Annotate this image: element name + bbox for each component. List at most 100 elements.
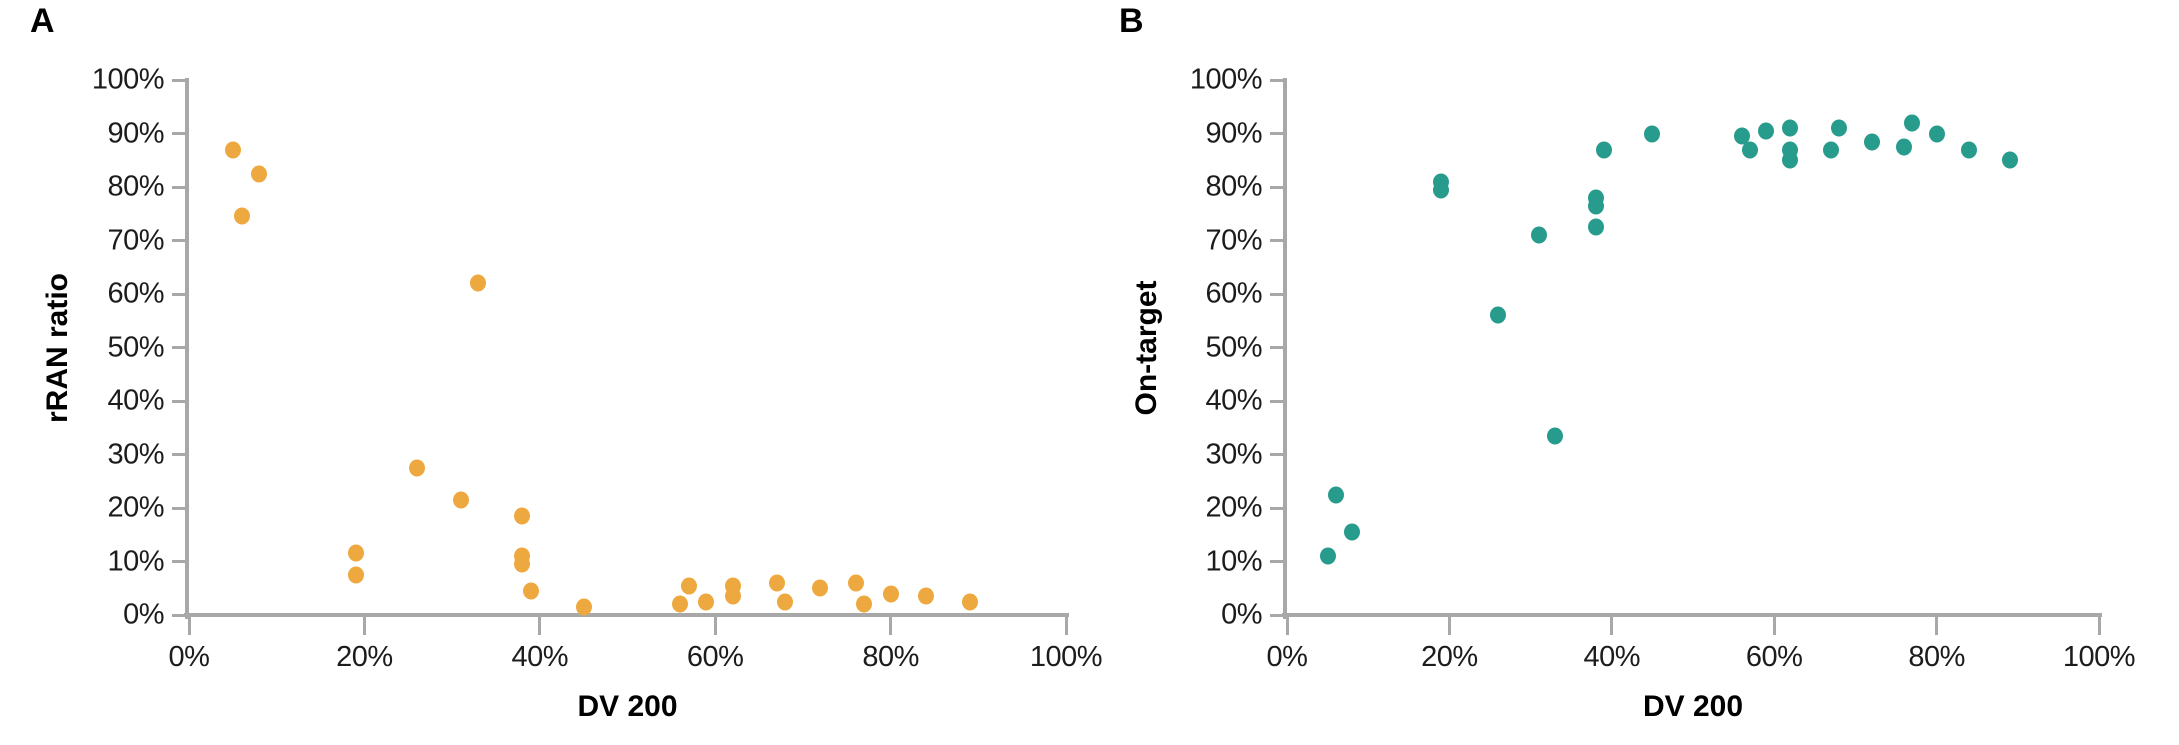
data-point bbox=[847, 574, 864, 592]
data-point bbox=[768, 574, 785, 592]
data-point bbox=[347, 566, 364, 584]
y-axis-tick bbox=[172, 132, 186, 135]
panel-b-x-axis-title: DV 200 bbox=[1642, 690, 1744, 723]
data-point bbox=[523, 582, 540, 600]
x-tick-label: 40% bbox=[1583, 641, 1641, 673]
x-tick-label: 100% bbox=[1029, 641, 1103, 673]
y-axis-line bbox=[1283, 78, 1287, 619]
data-point bbox=[1733, 127, 1750, 145]
x-axis-tick bbox=[1935, 613, 1939, 635]
data-point bbox=[777, 593, 794, 611]
data-point bbox=[224, 141, 241, 159]
x-axis-line bbox=[184, 613, 1069, 617]
y-axis-tick bbox=[1270, 292, 1284, 296]
x-tick-label: 20% bbox=[1421, 641, 1478, 673]
x-tick-label: 60% bbox=[686, 641, 744, 673]
x-tick-label: 80% bbox=[862, 641, 919, 673]
y-axis-tick bbox=[172, 560, 186, 563]
data-point bbox=[1782, 151, 1799, 169]
y-axis-tick bbox=[172, 399, 186, 403]
y-tick-label: 40% bbox=[1205, 384, 1262, 417]
y-axis-tick bbox=[1270, 239, 1284, 242]
y-axis-tick bbox=[1270, 613, 1284, 617]
y-tick-label: 60% bbox=[107, 277, 164, 310]
y-axis-tick bbox=[1270, 506, 1284, 510]
x-axis-tick bbox=[538, 613, 542, 635]
data-point bbox=[1587, 218, 1604, 236]
x-axis-tick bbox=[889, 613, 893, 635]
x-axis-line bbox=[1282, 613, 2102, 617]
panel-a-letter: A bbox=[30, 2, 55, 40]
panel-a-y-axis-title: rRAN ratio bbox=[41, 272, 74, 423]
data-point bbox=[1904, 114, 1921, 132]
data-point bbox=[1928, 125, 1945, 142]
y-tick-label: 80% bbox=[1205, 170, 1262, 203]
data-point bbox=[251, 165, 268, 183]
y-tick-label: 90% bbox=[1205, 117, 1262, 149]
data-point bbox=[1831, 119, 1848, 137]
x-tick-label: 20% bbox=[336, 641, 393, 673]
y-tick-label: 10% bbox=[107, 545, 164, 577]
data-point bbox=[452, 491, 469, 509]
y-axis-tick bbox=[172, 292, 186, 296]
data-point bbox=[680, 577, 697, 595]
y-axis-tick bbox=[1270, 399, 1284, 403]
data-point bbox=[514, 507, 531, 525]
x-axis-tick bbox=[362, 613, 366, 635]
data-point bbox=[1896, 138, 1913, 156]
y-tick-label: 50% bbox=[107, 331, 164, 363]
data-point bbox=[1587, 197, 1604, 215]
data-point bbox=[409, 459, 426, 477]
y-tick-label: 10% bbox=[1205, 545, 1262, 577]
x-axis-tick bbox=[1285, 613, 1289, 635]
y-axis-tick bbox=[1270, 185, 1284, 189]
data-point bbox=[724, 587, 741, 605]
data-point bbox=[1327, 486, 1344, 504]
data-point bbox=[856, 595, 873, 613]
data-point bbox=[514, 555, 531, 573]
data-point bbox=[1961, 141, 1978, 159]
y-axis-tick bbox=[172, 453, 186, 456]
panel-b: B On-target DV 200 0% 20% 40% 60% 80% 100% 0% 1… bbox=[1089, 0, 2179, 745]
y-axis-tick bbox=[172, 78, 186, 82]
y-tick-label: 30% bbox=[107, 438, 164, 470]
panel-a-x-axis-title: DV 200 bbox=[577, 690, 678, 723]
y-axis-tick bbox=[1270, 78, 1284, 82]
x-axis-tick bbox=[2097, 613, 2101, 635]
x-tick-label: 60% bbox=[1745, 641, 1803, 673]
x-axis-tick bbox=[713, 613, 717, 635]
data-point bbox=[470, 274, 487, 292]
x-tick-label: 0% bbox=[168, 641, 210, 673]
x-tick-label: 0% bbox=[1266, 641, 1308, 673]
data-point bbox=[2001, 151, 2018, 169]
x-axis-tick bbox=[1447, 613, 1451, 635]
data-point bbox=[1530, 226, 1547, 244]
y-tick-label: 60% bbox=[1205, 277, 1262, 310]
panel-b-y-axis-title: On-target bbox=[1130, 280, 1163, 415]
x-tick-label: 100% bbox=[2062, 641, 2136, 673]
data-point bbox=[1758, 122, 1775, 140]
y-tick-label: 40% bbox=[107, 384, 164, 417]
data-point bbox=[1343, 523, 1360, 541]
y-tick-label: 100% bbox=[1189, 63, 1263, 96]
y-tick-label: 0% bbox=[1221, 598, 1262, 631]
data-point bbox=[1823, 141, 1840, 159]
y-axis-line bbox=[185, 78, 189, 619]
y-axis-tick bbox=[1270, 453, 1284, 456]
data-point bbox=[1546, 427, 1563, 445]
data-point bbox=[1319, 547, 1336, 565]
y-axis-tick bbox=[172, 185, 186, 189]
data-point bbox=[698, 593, 715, 611]
data-point bbox=[1863, 133, 1880, 151]
data-point bbox=[347, 544, 364, 562]
data-point bbox=[1595, 141, 1612, 159]
y-tick-label: 20% bbox=[1205, 491, 1262, 524]
y-tick-label: 80% bbox=[107, 170, 164, 203]
y-tick-label: 50% bbox=[1205, 331, 1262, 363]
data-point bbox=[575, 598, 592, 616]
x-axis-tick bbox=[187, 613, 191, 635]
x-axis-tick bbox=[1772, 613, 1776, 635]
data-point bbox=[233, 207, 250, 225]
data-point bbox=[1782, 119, 1799, 137]
